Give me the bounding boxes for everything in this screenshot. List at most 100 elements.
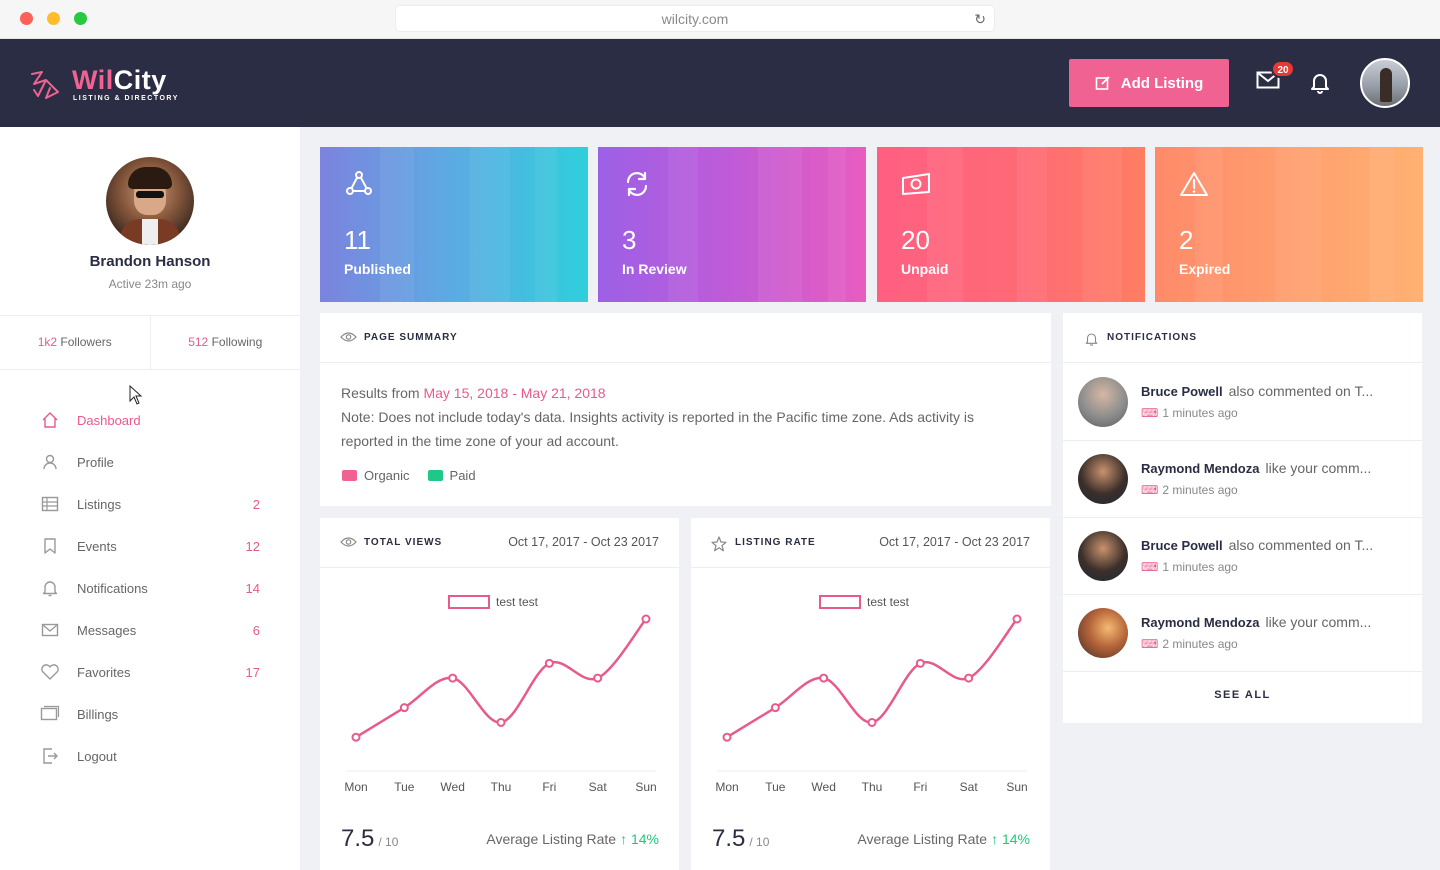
notification-avatar	[1078, 531, 1128, 581]
stat-card-unpaid[interactable]: 20 Unpaid	[877, 147, 1145, 302]
listing-rate-chart: test test Mon Tue Wed Thu Fri Sat Sun	[715, 595, 1028, 794]
notification-time: ⌨ 1 minutes ago	[1141, 560, 1238, 574]
close-window-button[interactable]	[20, 12, 33, 25]
minimize-window-button[interactable]	[47, 12, 60, 25]
notification-item[interactable]: Raymond Mendoza like your comm... ⌨ 2 minu…	[1063, 595, 1422, 672]
followers-link[interactable]: 1k2 Followers	[37, 335, 112, 349]
notification-item[interactable]: Bruce Powell also commented on T... ⌨ 1 mi…	[1063, 364, 1422, 441]
data-point	[722, 732, 732, 742]
results-line: Results from May 15, 2018 - May 21, 2018	[341, 385, 606, 401]
legend-swatch	[819, 595, 861, 609]
page-summary-title: PAGE SUMMARY	[364, 332, 458, 343]
star-icon	[711, 536, 727, 552]
url-text: wilcity.com	[661, 11, 729, 27]
x-tick-label: Thu	[491, 780, 512, 794]
x-tick-label: Sat	[960, 780, 979, 794]
notifications-header: NOTIFICATIONS	[1063, 313, 1422, 363]
mail-badge: 20	[1271, 60, 1295, 78]
following-link[interactable]: 512 Following	[149, 316, 301, 369]
listing-rate-panel: LISTING RATE Oct 17, 2017 - Oct 23 2017 …	[691, 518, 1050, 870]
follow-stats: 1k2 Followers 512 Following	[0, 315, 300, 370]
in-review-label: In Review	[622, 261, 687, 277]
legend-label: test test	[496, 595, 539, 609]
see-all-link[interactable]: SEE ALL	[1214, 689, 1271, 701]
sidebar-item-logout[interactable]: Logout	[0, 735, 300, 777]
profile-avatar[interactable]	[106, 157, 194, 245]
eye-icon	[340, 332, 357, 342]
total-views-date: Oct 17, 2017 - Oct 23 2017	[508, 535, 659, 549]
notification-time: ⌨ 2 minutes ago	[1141, 637, 1238, 651]
note-line-2: reported in the time zone of your ad acc…	[341, 433, 619, 449]
sidebar-item-events[interactable]: Events 12	[0, 525, 300, 567]
notification-item[interactable]: Raymond Mendoza like your comm... ⌨ 2 minu…	[1063, 441, 1422, 518]
logout-icon	[40, 746, 60, 766]
sidebar-item-dashboard[interactable]: Dashboard	[0, 399, 300, 441]
stat-card-expired[interactable]: 2 Expired	[1155, 147, 1423, 302]
data-point	[351, 732, 361, 742]
mail-icon	[40, 620, 60, 640]
bell-icon[interactable]	[1310, 72, 1330, 94]
sidebar-item-profile[interactable]: Profile	[0, 441, 300, 483]
published-count: 11	[344, 225, 371, 255]
bookmark-icon	[40, 536, 60, 556]
x-tick-label: Mon	[715, 780, 738, 794]
mouse-cursor-icon	[129, 385, 143, 405]
note-line-1: Note: Does not include today's data. Ins…	[341, 409, 974, 425]
add-listing-button[interactable]: Add Listing	[1069, 59, 1229, 107]
sidebar-item-messages[interactable]: Messages 6	[0, 609, 300, 651]
comment-icon: ⌨	[1141, 406, 1159, 420]
comment-icon: ⌨	[1141, 560, 1159, 574]
unpaid-count: 20	[901, 225, 930, 255]
logo-mark-icon	[31, 71, 59, 99]
add-listing-label: Add Listing	[1120, 74, 1204, 92]
triangle-nodes-icon	[346, 171, 372, 195]
profile-status: Active 23m ago	[108, 277, 192, 291]
profile-name[interactable]: Brandon Hanson	[89, 253, 211, 270]
total-views-chart: test test Mon Tue Wed Thu Fri Sat Sun	[344, 595, 657, 794]
legend-paid[interactable]: Paid	[427, 468, 476, 483]
logo-tagline: LISTING & DIRECTORY	[73, 95, 179, 102]
notification-avatar	[1078, 608, 1128, 658]
expired-count: 2	[1179, 225, 1194, 255]
stat-card-in-review[interactable]: 3 In Review	[598, 147, 866, 302]
summary-legend: Organic Paid	[342, 468, 476, 483]
notification-text: Raymond Mendoza like your comm...	[1141, 460, 1372, 476]
notification-text: Bruce Powell also commented on T...	[1141, 383, 1374, 399]
money-icon	[902, 173, 930, 195]
refresh-icon	[626, 171, 648, 197]
x-tick-label: Sun	[1006, 780, 1027, 794]
notifications-title: NOTIFICATIONS	[1107, 332, 1198, 343]
sidebar-item-notifications[interactable]: Notifications 14	[0, 567, 300, 609]
notification-avatar	[1078, 377, 1128, 427]
legend-organic[interactable]: Organic	[342, 468, 410, 483]
notifications-panel: NOTIFICATIONS Bruce Powell also commented…	[1063, 313, 1422, 723]
data-point	[544, 658, 554, 668]
data-point	[819, 673, 829, 683]
total-views-title: TOTAL VIEWS	[364, 537, 443, 548]
sidebar-item-listings[interactable]: Listings 2	[0, 483, 300, 525]
page-summary-panel: PAGE SUMMARY Results from May 15, 2018 -…	[320, 313, 1051, 506]
edit-icon	[1095, 76, 1110, 90]
reload-icon[interactable]: ↻	[974, 11, 986, 27]
sidebar-item-favorites[interactable]: Favorites 17	[0, 651, 300, 693]
page-summary-header: PAGE SUMMARY	[320, 313, 1051, 363]
expired-label: Expired	[1179, 261, 1231, 277]
x-tick-label: Wed	[811, 780, 835, 794]
address-bar[interactable]: wilcity.com ↻	[395, 5, 995, 32]
sidebar-item-billings[interactable]: Billings	[0, 693, 300, 735]
notification-avatar	[1078, 454, 1128, 504]
maximize-window-button[interactable]	[74, 12, 87, 25]
stat-card-published[interactable]: 11 Published	[320, 147, 588, 302]
comment-icon: ⌨	[1141, 483, 1159, 497]
data-point	[593, 673, 603, 683]
top-header: WilCity LISTING & DIRECTORY Add Listing …	[0, 39, 1440, 127]
user-avatar[interactable]	[1360, 58, 1410, 108]
date-range: May 15, 2018 - May 21, 2018	[423, 385, 606, 401]
browser-chrome: wilcity.com ↻	[0, 0, 1440, 39]
notification-item[interactable]: Bruce Powell also commented on T... ⌨ 1 mi…	[1063, 518, 1422, 595]
total-views-panel: TOTAL VIEWS Oct 17, 2017 - Oct 23 2017 t…	[320, 518, 679, 870]
published-label: Published	[344, 261, 411, 277]
notification-time: ⌨ 1 minutes ago	[1141, 406, 1238, 420]
listing-rate-title: LISTING RATE	[735, 537, 816, 548]
x-tick-label: Tue	[765, 780, 786, 794]
